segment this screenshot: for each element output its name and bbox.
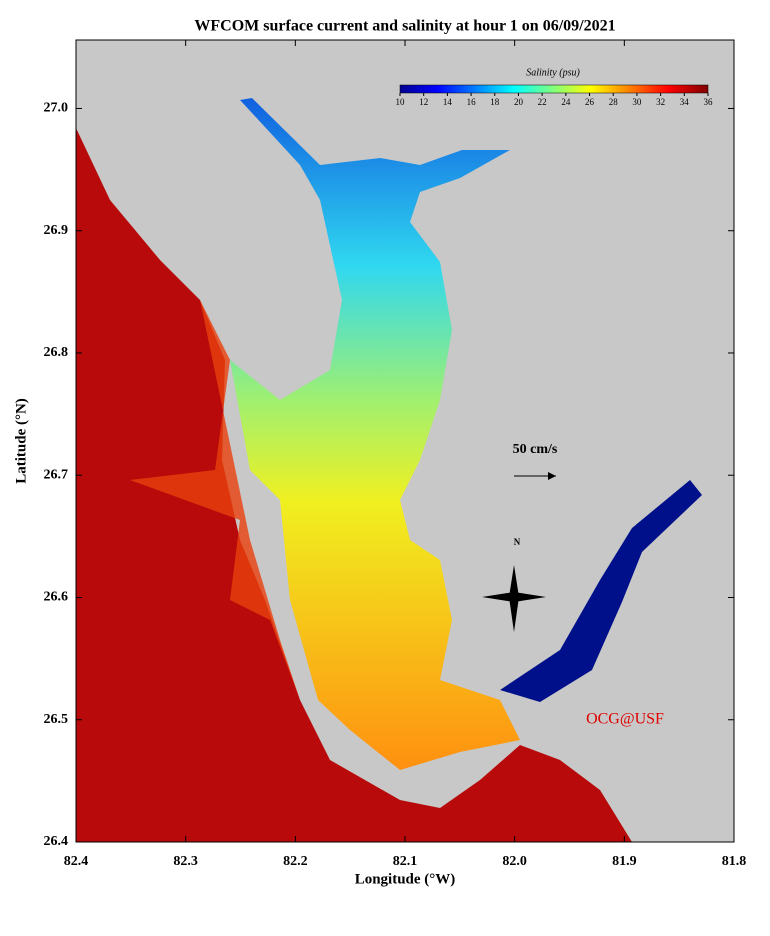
colorbar-tick-label: 32 (656, 97, 665, 107)
river (500, 480, 702, 702)
colorbar-tick-label: 28 (609, 97, 619, 107)
y-tick-label: 26.8 (44, 345, 69, 360)
gulf (76, 128, 632, 842)
scale-arrow-head (548, 472, 556, 480)
y-tick-label: 26.9 (44, 223, 69, 238)
x-tick-label: 82.1 (393, 854, 418, 869)
colorbar-tick-label: 34 (680, 97, 690, 107)
y-tick-label: 26.6 (44, 590, 69, 605)
colorbar (399, 84, 709, 94)
colorbar-tick-label: 26 (585, 97, 595, 107)
x-tick-label: 81.8 (722, 854, 747, 869)
y-axis-label: Latitude (°N) (13, 398, 29, 484)
colorbar-tick-label: 18 (490, 97, 500, 107)
colorbar-tick-label: 30 (632, 97, 642, 107)
colorbar-tick-label: 10 (396, 97, 406, 107)
title: WFCOM surface current and salinity at ho… (194, 18, 615, 35)
scale-label: 50 cm/s (513, 442, 558, 457)
y-tick-label: 26.7 (44, 467, 69, 482)
colorbar-tick-label: 24 (561, 97, 571, 107)
compass (482, 565, 546, 632)
colorbar-tick-label: 20 (514, 97, 524, 107)
colorbar-tick-label: 12 (419, 97, 428, 107)
harbor (230, 98, 520, 770)
x-tick-label: 82.0 (502, 854, 527, 869)
colorbar-tick-label: 16 (467, 97, 477, 107)
colorbar-title: Salinity (psu) (526, 67, 580, 78)
y-tick-label: 26.4 (44, 834, 69, 849)
colorbar-tick-label: 22 (538, 97, 547, 107)
x-tick-label: 82.2 (283, 854, 308, 869)
colorbar-tick-label: 14 (443, 97, 453, 107)
credit: OCG@USF (586, 711, 664, 728)
x-axis-label: Longitude (°W) (355, 871, 456, 887)
y-tick-label: 26.5 (44, 712, 69, 727)
x-tick-label: 82.4 (64, 854, 89, 869)
x-tick-label: 81.9 (612, 854, 637, 869)
nearshore (130, 300, 300, 700)
y-tick-label: 27.0 (44, 101, 69, 116)
x-tick-label: 82.3 (173, 854, 198, 869)
colorbar-tick-label: 36 (704, 97, 714, 107)
north-label: N (514, 537, 521, 547)
